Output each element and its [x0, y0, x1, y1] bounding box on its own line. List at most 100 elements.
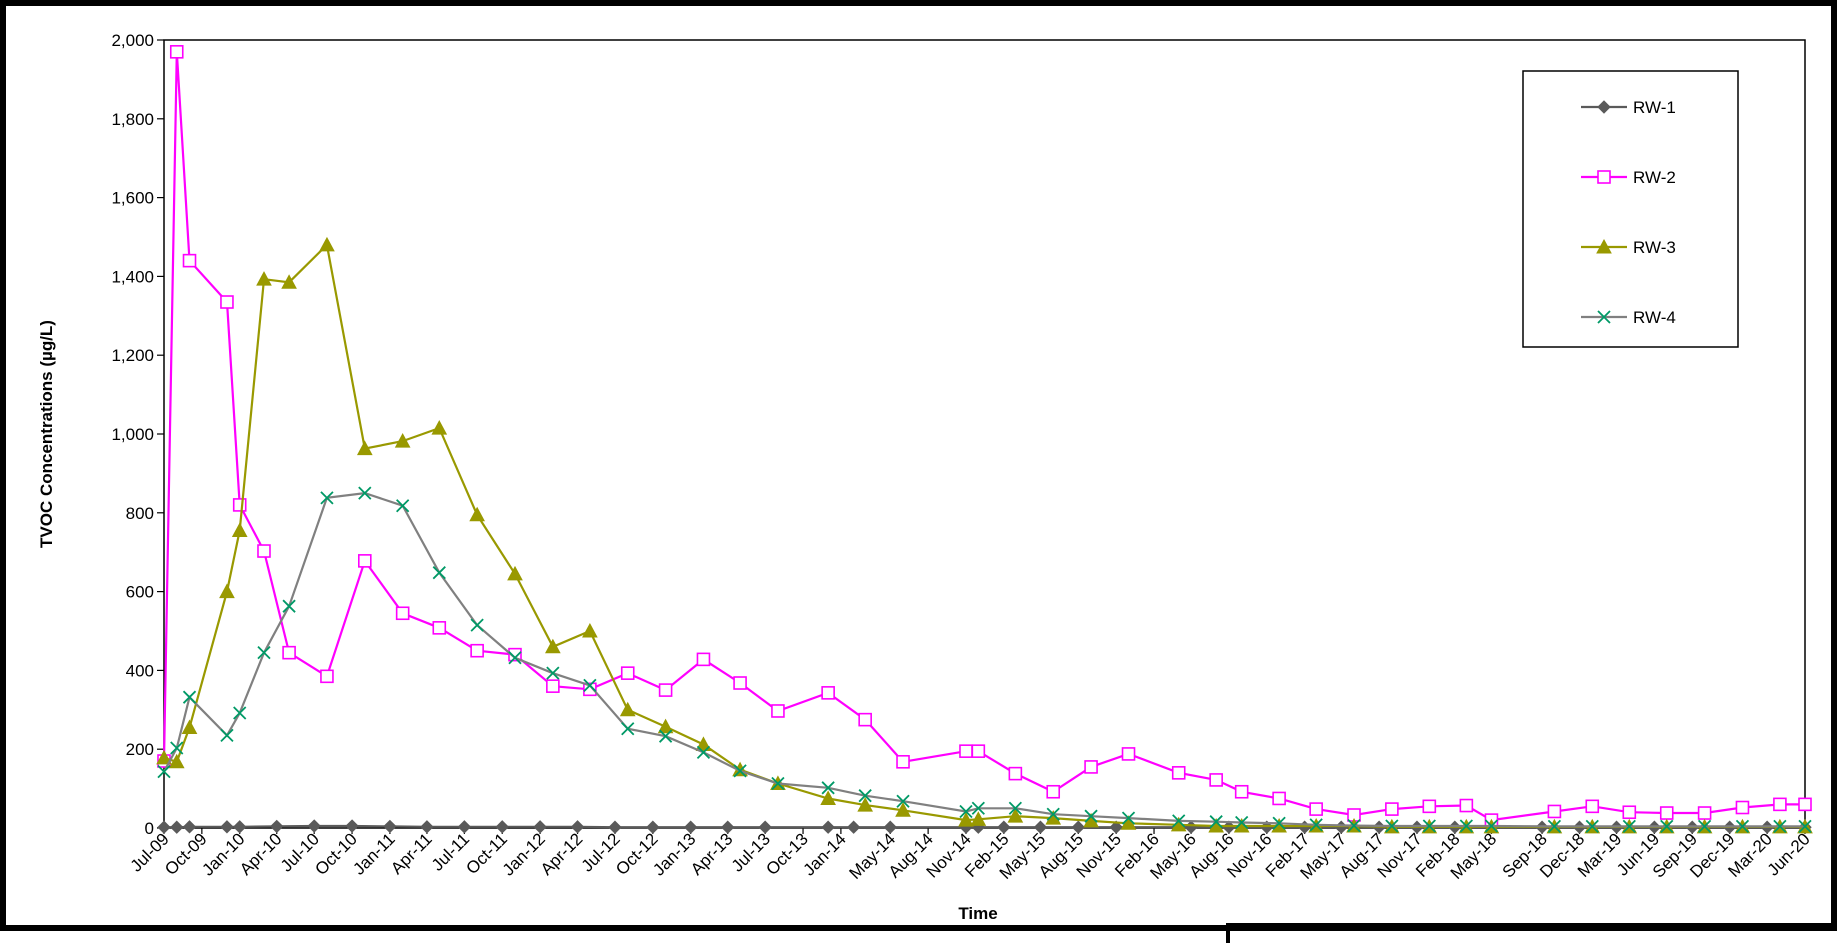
- y-tick-label: 1,600: [111, 189, 154, 208]
- data-point-rw-2: [1046, 784, 1061, 799]
- data-point-rw-3: [545, 638, 561, 654]
- data-point-rw-4: [1385, 819, 1399, 833]
- data-point-rw-2: [169, 45, 184, 59]
- data-point-rw-3: [820, 790, 836, 805]
- data-point-rw-3: [181, 719, 198, 735]
- data-point-rw-3: [958, 812, 974, 827]
- data-point-rw-4: [1046, 807, 1060, 821]
- data-point-rw-4: [1084, 809, 1098, 823]
- data-point-rw-4: [1209, 815, 1223, 829]
- data-point-rw-1: [383, 819, 397, 834]
- data-point-rw-2: [696, 652, 711, 667]
- legend-label: RW-4: [1633, 308, 1676, 327]
- y-tick-label: 1,400: [111, 267, 154, 286]
- x-tick-label: Jan-14: [800, 829, 850, 879]
- data-point-rw-4: [220, 728, 234, 743]
- y-tick-label: 400: [126, 661, 154, 680]
- data-point-rw-2: [470, 643, 484, 658]
- data-point-rw-4: [1347, 818, 1361, 833]
- series-rw-4: [157, 486, 1812, 834]
- data-point-rw-3: [619, 701, 636, 717]
- data-point-rw-4: [1422, 819, 1436, 833]
- data-point-rw-1: [883, 820, 897, 834]
- data-point-rw-4: [1008, 801, 1022, 815]
- data-point-rw-1: [457, 820, 472, 834]
- data-point-rw-1: [646, 820, 660, 834]
- legend-label: RW-1: [1633, 98, 1676, 117]
- data-point-rw-1: [220, 820, 234, 834]
- data-point-rw-3: [356, 440, 373, 456]
- data-point-rw-1: [570, 820, 585, 834]
- data-point-rw-2: [1422, 799, 1437, 814]
- data-point-rw-4: [470, 618, 484, 632]
- data-point-rw-2: [1209, 773, 1223, 787]
- data-point-rw-1: [997, 820, 1011, 834]
- x-tick-label: Oct-10: [311, 829, 361, 879]
- data-point-rw-1: [157, 820, 171, 834]
- data-point-rw-2: [959, 744, 973, 758]
- data-point-rw-2: [1309, 802, 1323, 816]
- data-point-rw-2: [358, 554, 372, 568]
- x-tick-label: Jan-11: [349, 829, 398, 878]
- tvoc-line-chart: 0 200 400 600 800 1,000 1,200 1,400 1,600 1,800 2,…: [37, 31, 1814, 923]
- data-point-rw-2: [771, 704, 785, 718]
- data-point-rw-4: [1459, 819, 1473, 833]
- y-tick-label: 200: [126, 740, 154, 759]
- data-point-rw-2: [282, 645, 296, 660]
- y-tick-label: 1,800: [111, 110, 154, 129]
- data-point-rw-4: [896, 794, 910, 808]
- data-point-rw-4: [1622, 819, 1636, 834]
- data-point-rw-4: [1798, 819, 1812, 834]
- data-point-rw-4: [1172, 814, 1186, 828]
- x-tick-label: Jun-20: [1764, 829, 1814, 879]
- data-point-rw-1: [420, 820, 434, 834]
- data-point-rw-2: [182, 253, 197, 268]
- data-point-rw-3: [695, 736, 712, 751]
- data-point-rw-1: [821, 820, 835, 834]
- data-point-rw-3: [168, 753, 185, 769]
- data-point-rw-2: [257, 544, 271, 558]
- data-point-rw-3: [857, 797, 874, 812]
- x-tick-label: Apr-13: [687, 829, 737, 879]
- legend: RW-1 RW-2 RW-3 RW-4: [1522, 70, 1739, 348]
- x-tick-label: Apr-10: [236, 829, 286, 879]
- y-axis-ticks: 0 200 400 600 800 1,000 1,200 1,400 1,600 1,800 2,…: [111, 31, 164, 838]
- data-point-rw-4: [1735, 819, 1750, 834]
- y-tick-label: 600: [126, 583, 154, 602]
- x-tick-label: Jan-13: [649, 829, 699, 879]
- y-tick-label: 800: [126, 504, 154, 523]
- data-point-rw-4: [1585, 819, 1599, 834]
- data-point-rw-4: [1235, 815, 1249, 830]
- data-point-rw-4: [432, 566, 446, 580]
- data-point-rw-4: [1484, 819, 1499, 833]
- data-point-rw-3: [156, 749, 172, 765]
- data-point-rw-1: [345, 819, 359, 833]
- data-point-rw-2: [546, 679, 560, 693]
- data-point-rw-4: [1773, 819, 1787, 834]
- data-point-rw-2: [1547, 804, 1562, 819]
- data-point-rw-4: [583, 678, 597, 693]
- data-point-rw-1: [1033, 820, 1048, 834]
- data-point-rw-1: [170, 820, 184, 834]
- footer-note-box: [1226, 923, 1837, 943]
- data-point-rw-1: [758, 820, 772, 834]
- data-point-rw-4: [971, 801, 985, 815]
- data-point-rw-2: [733, 676, 747, 690]
- data-point-rw-4: [1121, 811, 1136, 825]
- data-point-rw-4: [959, 804, 973, 819]
- data-point-rw-2: [508, 647, 522, 662]
- data-point-rw-1: [533, 820, 547, 834]
- data-point-rw-2: [232, 498, 247, 512]
- x-tick-label: Apr-12: [537, 829, 587, 879]
- data-point-rw-2: [858, 712, 872, 727]
- data-point-rw-4: [658, 729, 673, 743]
- data-point-rw-4: [1660, 819, 1674, 834]
- x-tick-label: Jan-10: [198, 829, 248, 879]
- data-point-rw-2: [220, 295, 234, 309]
- data-point-rw-2: [620, 666, 635, 680]
- data-point-rw-2: [1798, 797, 1812, 812]
- y-tick-label: 1,200: [111, 346, 154, 365]
- data-point-rw-3: [507, 565, 523, 581]
- data-point-rw-4: [282, 599, 296, 613]
